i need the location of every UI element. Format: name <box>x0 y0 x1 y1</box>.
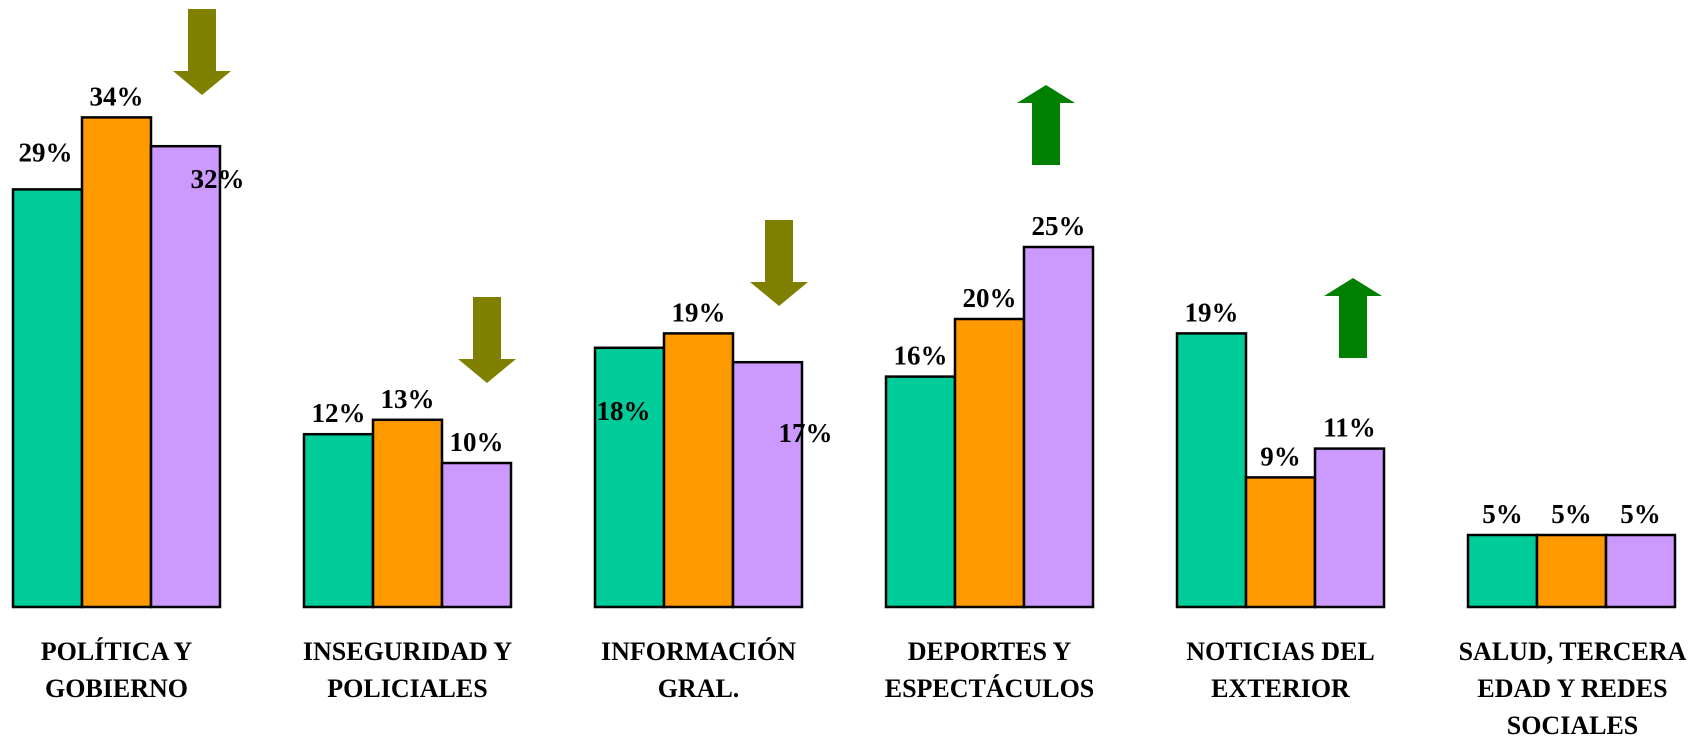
bar-s3-c1 <box>149 144 222 609</box>
trend-arrow-down-icon <box>750 220 808 306</box>
value-label-s3-c6: 5% <box>1620 499 1661 529</box>
category-label-3: INFORMACIÓN GRAL. <box>601 637 796 703</box>
value-label-s2-c2: 13% <box>381 384 435 414</box>
trend-arrows-layer <box>173 9 1382 383</box>
value-label-s1-c3: 18% <box>597 396 651 426</box>
bar-s3-c6 <box>1604 533 1677 609</box>
category-label-1: POLÍTICA Y GOBIERNO <box>41 637 193 703</box>
value-label-s2-c5: 9% <box>1260 441 1301 471</box>
bar-s1-c5 <box>1175 332 1248 609</box>
category-label-2: INSEGURIDAD Y POLICIALES <box>303 637 512 703</box>
bar-s1-c3 <box>593 346 666 609</box>
value-label-s3-c5: 11% <box>1323 413 1376 443</box>
trend-arrow-down-icon <box>173 9 231 95</box>
bar-s2-c6 <box>1535 533 1608 609</box>
bar-s2-c5 <box>1244 476 1317 609</box>
value-label-s3-c2: 10% <box>450 427 504 457</box>
value-label-s1-c6: 5% <box>1482 499 1523 529</box>
value-label-s3-c3: 17% <box>779 418 833 448</box>
value-labels-layer: 29% 12% 18% 16% 19% 5% 34% 13% 19% 20% 9% 5% 32% 10% 1… <box>19 81 1661 529</box>
value-label-s1-c5: 19% <box>1185 297 1239 327</box>
category-label-5: NOTICIAS DEL EXTERIOR <box>1186 637 1375 703</box>
value-label-s1-c4: 16% <box>894 341 948 371</box>
value-label-s3-c4: 25% <box>1032 211 1086 241</box>
bar-s1-c4 <box>884 375 957 609</box>
bar-s2-c1 <box>80 116 153 609</box>
value-label-s2-c3: 19% <box>672 297 726 327</box>
bar-s3-c4 <box>1022 245 1095 609</box>
trend-arrow-up-icon <box>1017 85 1075 165</box>
trend-arrow-up-icon <box>1324 278 1382 358</box>
trend-arrow-down-icon <box>458 297 516 383</box>
bar-s3-c3 <box>731 360 804 609</box>
value-label-s2-c4: 20% <box>963 283 1017 313</box>
bar-s1-c1 <box>11 188 84 609</box>
bar-s2-c2 <box>371 418 444 609</box>
bar-s1-c2 <box>302 432 375 609</box>
value-label-s1-c2: 12% <box>312 398 366 428</box>
value-label-s1-c1: 29% <box>19 137 73 167</box>
value-label-s2-c6: 5% <box>1551 499 1592 529</box>
bar-s3-c5 <box>1313 447 1386 609</box>
category-label-4: DEPORTES Y ESPECTÁCULOS <box>885 637 1095 703</box>
bar-s3-c2 <box>440 461 513 609</box>
category-labels-layer: POLÍTICA Y GOBIERNO INSEGURIDAD Y POLICIALE… <box>41 637 1687 739</box>
category-label-6: SALUD, TERCERA EDAD Y REDES SOCIALES <box>1459 637 1687 739</box>
value-label-s2-c1: 34% <box>90 81 144 111</box>
bars-layer <box>11 116 1677 609</box>
value-label-s3-c1: 32% <box>191 164 245 194</box>
bar-s2-c4 <box>953 317 1026 609</box>
bar-s2-c3 <box>662 332 735 609</box>
bar-s1-c6 <box>1466 533 1539 609</box>
